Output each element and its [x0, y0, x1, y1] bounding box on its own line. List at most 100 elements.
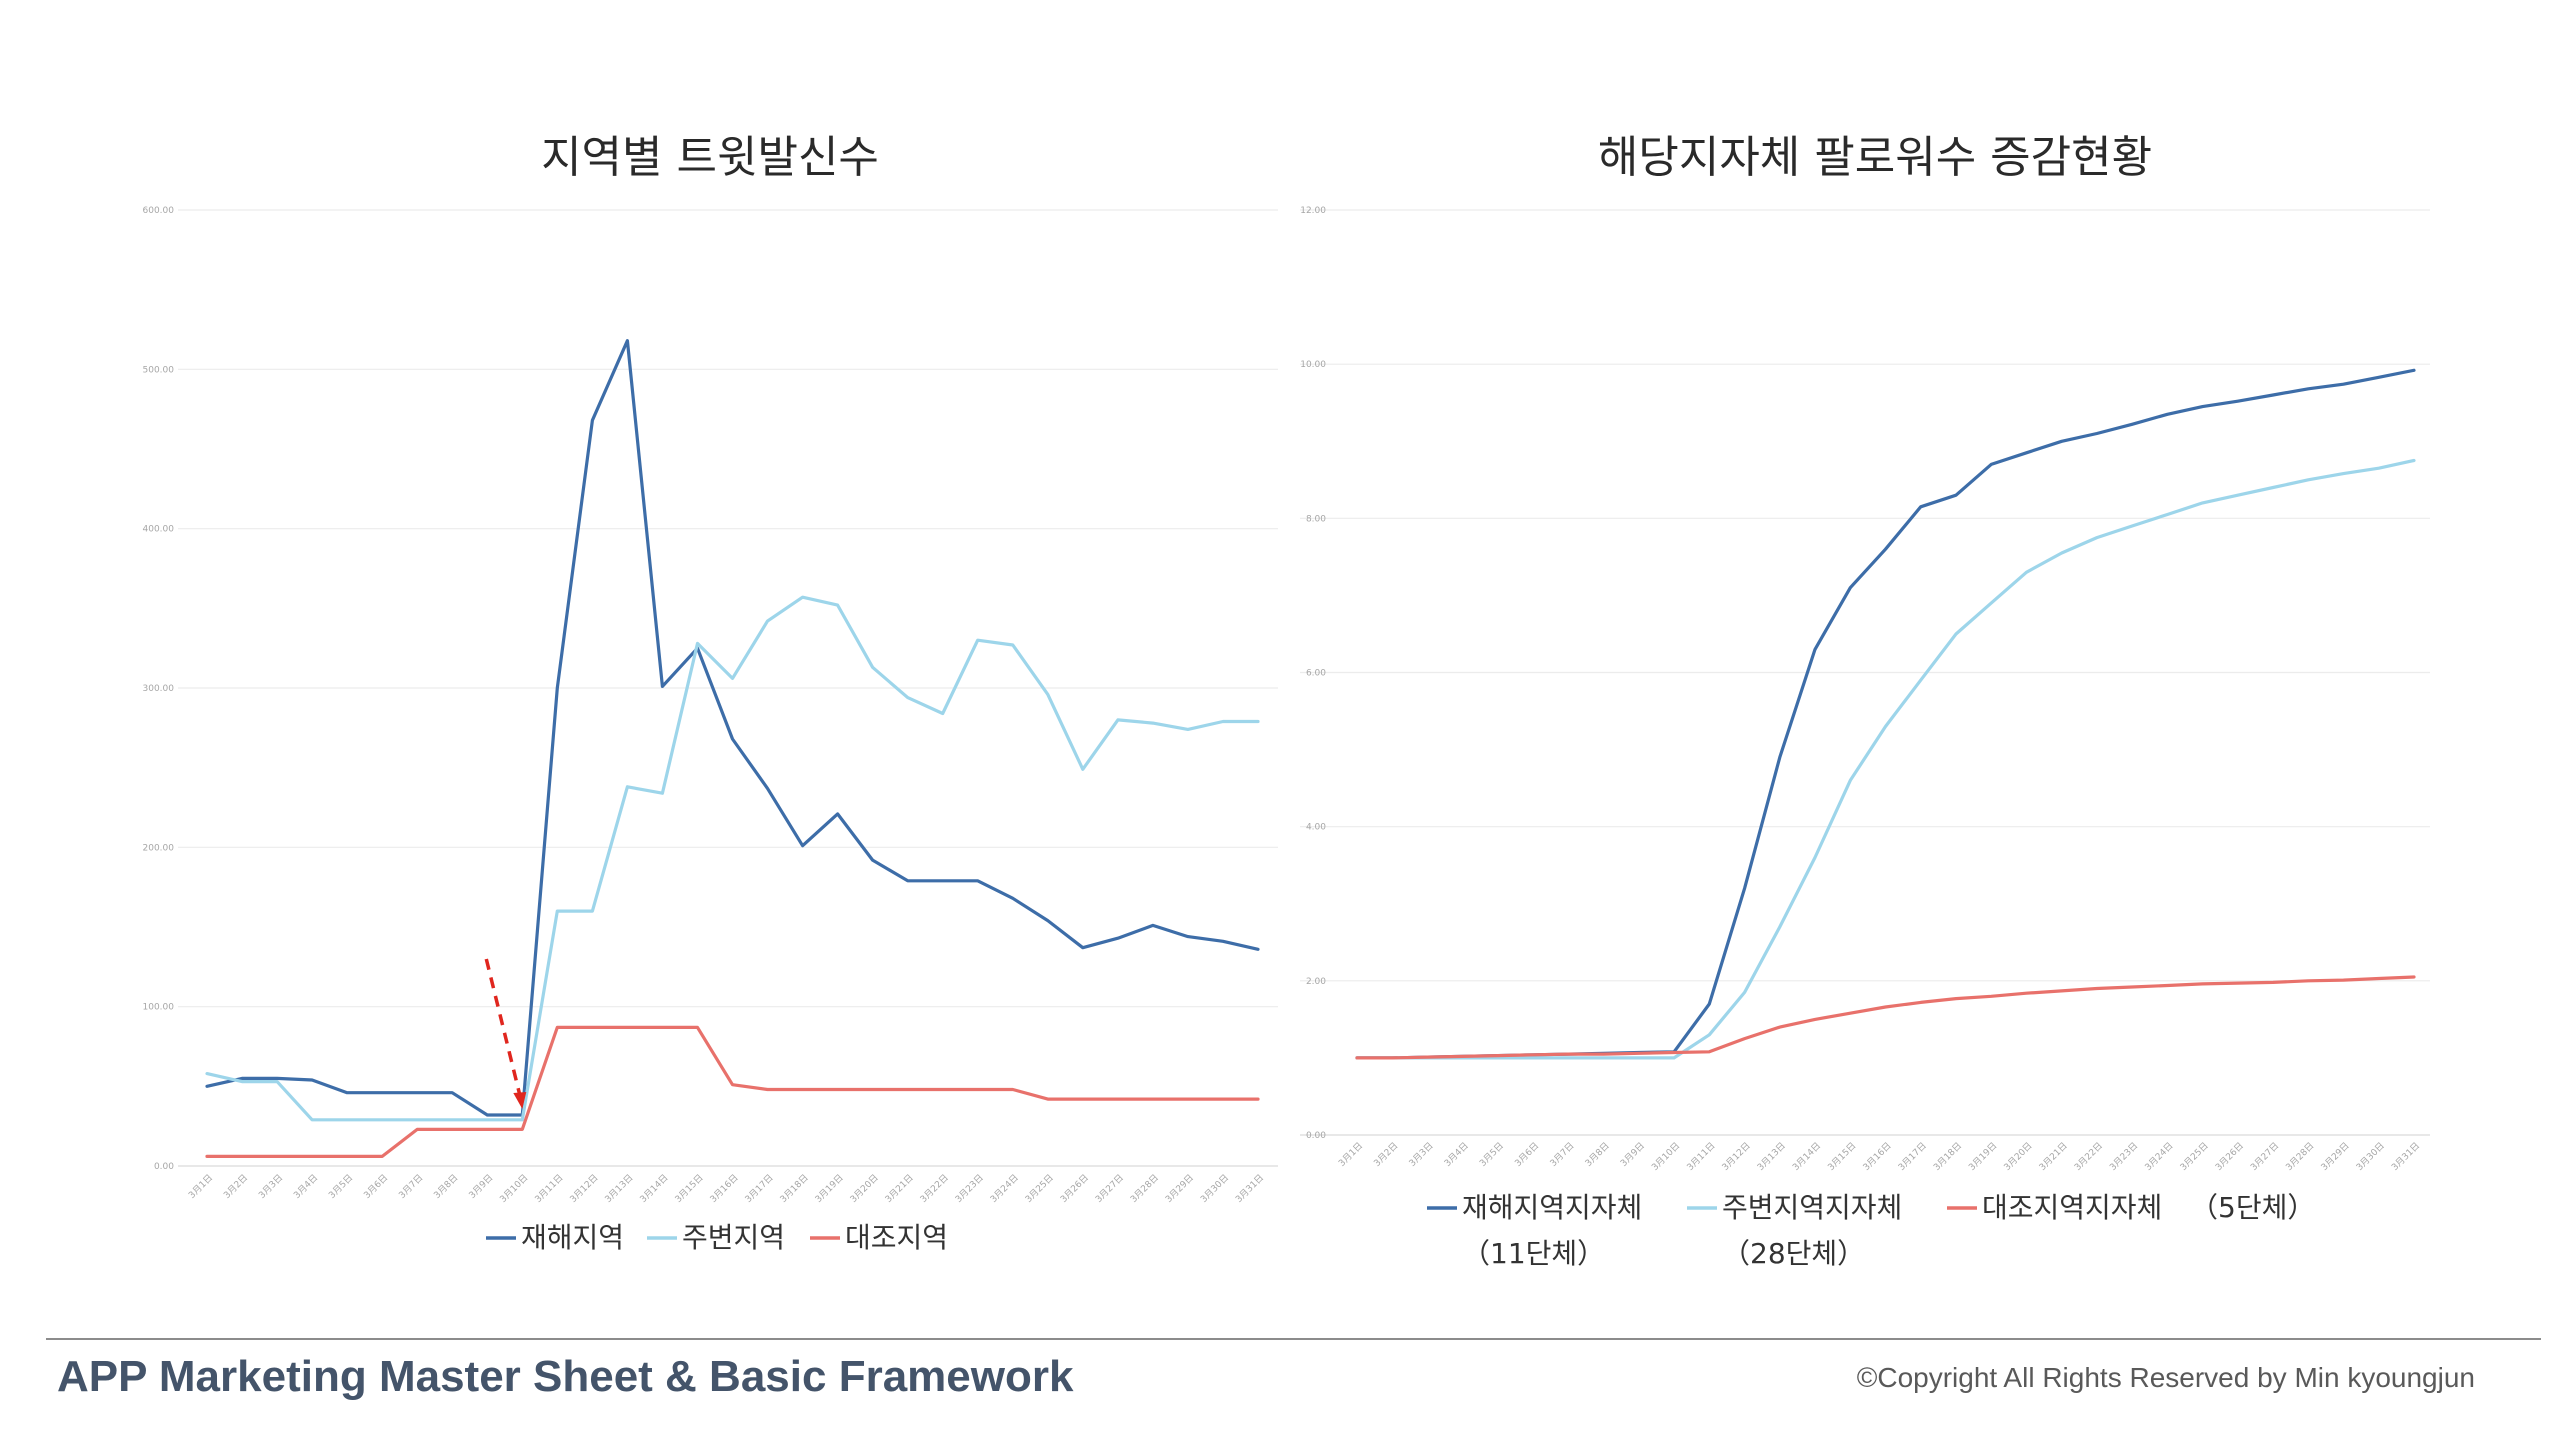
y-tick-label: 200.00 [143, 843, 175, 853]
x-tick-label: 3月28日 [1128, 1172, 1161, 1205]
footer-divider [46, 1338, 2541, 1340]
y-tick-label: 0.00 [1306, 1131, 1326, 1141]
x-tick-label: 3月22日 [2072, 1140, 2105, 1173]
y-tick-label: 2.00 [1306, 977, 1326, 987]
x-tick-label: 3月9日 [467, 1172, 496, 1201]
legend-sublabel: （11단체） [1462, 1237, 1605, 1270]
annotation-arrow-line [484, 958, 522, 1098]
series-line [205, 1025, 1260, 1159]
x-tick-label: 3月8日 [1583, 1140, 1612, 1169]
x-tick-label: 3月18日 [778, 1172, 811, 1205]
x-tick-label: 3月13日 [1755, 1140, 1788, 1173]
x-tick-label: 3月10日 [498, 1172, 531, 1205]
x-tick-label: 3月5日 [1477, 1140, 1506, 1169]
x-tick-label: 3月27日 [1093, 1172, 1126, 1205]
series-line [205, 339, 1260, 1117]
chart-title: 해당지자체 팔로워수 증감현황 [1598, 132, 2152, 183]
x-tick-label: 3月31日 [2389, 1140, 2422, 1173]
legend-sublabel: （5단체） [2190, 1191, 2315, 1224]
y-tick-label: 400.00 [143, 525, 175, 535]
x-tick-label: 3月23日 [953, 1172, 986, 1205]
x-tick-label: 3月2日 [1372, 1140, 1401, 1169]
x-tick-label: 3月17日 [743, 1172, 776, 1205]
x-tick-label: 3月10日 [1650, 1140, 1683, 1173]
legend-label: 주변지역지자체 [1722, 1191, 1902, 1224]
y-tick-label: 300.00 [143, 684, 175, 694]
x-tick-label: 3月24日 [988, 1172, 1021, 1205]
y-tick-label: 100.00 [143, 1003, 175, 1013]
x-tick-label: 3月4日 [1442, 1140, 1471, 1169]
x-tick-label: 3月7日 [397, 1172, 426, 1201]
y-tick-label: 0.00 [154, 1162, 174, 1172]
x-tick-label: 3月1日 [1337, 1140, 1366, 1169]
x-tick-label: 3月11日 [533, 1172, 566, 1205]
y-tick-label: 8.00 [1306, 514, 1326, 524]
legend-label: 주변지역 [682, 1221, 785, 1254]
x-tick-label: 3月20日 [848, 1172, 881, 1205]
x-tick-label: 3月17日 [1896, 1140, 1929, 1173]
x-tick-label: 3月21日 [883, 1172, 916, 1205]
x-tick-label: 3月11日 [1685, 1140, 1718, 1173]
x-tick-label: 3月3日 [1407, 1140, 1436, 1169]
footer-copyright: ©Copyright All Rights Reserved by Min ky… [1856, 1362, 2475, 1393]
x-tick-label: 3月9日 [1618, 1140, 1647, 1169]
x-tick-label: 3月30日 [1198, 1172, 1231, 1205]
x-tick-label: 3月19日 [813, 1172, 846, 1205]
x-tick-label: 3月29日 [1163, 1172, 1196, 1205]
y-tick-label: 4.00 [1306, 823, 1326, 833]
x-tick-label: 3月2日 [222, 1172, 251, 1201]
legend-label: 재해지역지자체 [1462, 1191, 1642, 1224]
x-tick-label: 3月19日 [1967, 1140, 2000, 1173]
x-tick-label: 3月4日 [292, 1172, 321, 1201]
x-tick-label: 3月20日 [2002, 1140, 2035, 1173]
x-tick-label: 3月1日 [187, 1172, 216, 1201]
x-tick-label: 3月28日 [2284, 1140, 2317, 1173]
x-tick-label: 3月24日 [2143, 1140, 2176, 1173]
y-tick-label: 500.00 [143, 365, 175, 375]
x-tick-label: 3月15日 [673, 1172, 706, 1205]
x-tick-label: 3月26日 [2213, 1140, 2246, 1173]
x-tick-label: 3月12日 [568, 1172, 601, 1205]
x-tick-label: 3月6日 [362, 1172, 391, 1201]
x-tick-label: 3月16日 [708, 1172, 741, 1205]
x-tick-label: 3月6日 [1513, 1140, 1542, 1169]
x-tick-label: 3月23日 [2108, 1140, 2141, 1173]
x-tick-label: 3月21日 [2037, 1140, 2070, 1173]
legend-label: 재해지역 [521, 1221, 624, 1254]
x-tick-label: 3月29日 [2319, 1140, 2352, 1173]
x-tick-label: 3月26日 [1058, 1172, 1091, 1205]
series-line [1355, 975, 2416, 1060]
chart-title: 지역별 트윗발신수 [541, 132, 879, 183]
x-tick-label: 3月5日 [327, 1172, 356, 1201]
footer-title: APP Marketing Master Sheet & Basic Frame… [57, 1352, 1074, 1401]
series-line [1355, 368, 2416, 1060]
x-tick-label: 3月15日 [1826, 1140, 1859, 1173]
x-tick-label: 3月18日 [1931, 1140, 1964, 1173]
legend-label: 대조지역 [845, 1221, 948, 1254]
y-tick-label: 12.00 [1300, 206, 1326, 216]
series-line [205, 595, 1260, 1122]
x-tick-label: 3月14日 [638, 1172, 671, 1205]
x-tick-label: 3月27日 [2249, 1140, 2282, 1173]
x-tick-label: 3月25日 [2178, 1140, 2211, 1173]
legend-label: 대조지역지자체 [1982, 1191, 2162, 1224]
follower-change-chart: 해당지자체 팔로워수 증감현황 0.00 2.00 4.00 6.00 8.00 10.0… [1300, 132, 2430, 1270]
x-tick-label: 3月3日 [257, 1172, 286, 1201]
x-tick-label: 3月31日 [1233, 1172, 1266, 1205]
tweet-count-chart: 지역별 트윗발신수 0.00 100.00 200.00 300.00 400.00 50… [143, 132, 1278, 1254]
y-tick-label: 10.00 [1300, 360, 1326, 370]
series-line [1355, 458, 2416, 1060]
y-tick-label: 6.00 [1306, 669, 1326, 679]
legend-sublabel: （28단체） [1722, 1237, 1865, 1270]
x-tick-label: 3月16日 [1861, 1140, 1894, 1173]
x-tick-label: 3月7日 [1548, 1140, 1577, 1169]
x-tick-label: 3月30日 [2354, 1140, 2387, 1173]
x-tick-label: 3月8日 [432, 1172, 461, 1201]
x-tick-label: 3月25日 [1023, 1172, 1056, 1205]
x-tick-label: 3月14日 [1790, 1140, 1823, 1173]
x-tick-label: 3月22日 [918, 1172, 951, 1205]
x-tick-label: 3月13日 [603, 1172, 636, 1205]
x-tick-label: 3月12日 [1720, 1140, 1753, 1173]
annotation-arrowhead [513, 1092, 527, 1110]
